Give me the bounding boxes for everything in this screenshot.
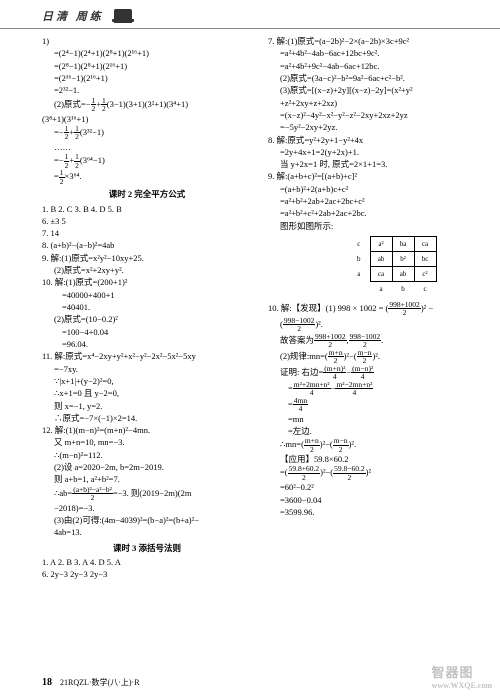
text: ∵|x+1|+(y−2)²=0, xyxy=(42,375,252,387)
text: (2)设 a=2020−2m, b=2m−2019. xyxy=(42,461,252,473)
text: =2³²−1. xyxy=(42,84,252,96)
text: 7. 14 xyxy=(42,227,252,239)
graduation-cap-icon xyxy=(114,9,132,23)
text: =a²+4b²−4ab−6ac+12bc+9c². xyxy=(268,47,478,59)
text: 故答案为998+10022,998−10022. xyxy=(268,333,478,349)
content-columns: 1) =(2⁴−1)(2⁴+1)(2⁸+1)(2¹⁶+1) =(2⁸−1)(2⁸… xyxy=(0,29,500,581)
text: =(2¹⁶−1)(2¹⁶+1) xyxy=(42,72,252,84)
text: (3)由(2)可得:(4m−4039)²=(b−a)²=(b+a)²− xyxy=(42,514,252,526)
text: =4mn4 xyxy=(268,397,478,413)
text: ∴x+1=0 且 y−2=0, xyxy=(42,387,252,399)
text: =3599.96. xyxy=(268,506,478,518)
left-column: 1) =(2⁴−1)(2⁴+1)(2⁸+1)(2¹⁶+1) =(2⁸−1)(2⁸… xyxy=(42,35,260,581)
text: =mn xyxy=(268,413,478,425)
text: 4ab=13. xyxy=(42,526,252,538)
page-number: 18 xyxy=(42,677,52,688)
text: 则 x=−1, y=2. xyxy=(42,400,252,412)
text: (2)原式=(10−0.2)² xyxy=(42,313,252,325)
text: 9. 解:(1)原式=x²y²−10xy+25. xyxy=(42,252,252,264)
text: 10. 解:(1)原式=(200+1)² xyxy=(42,276,252,288)
text: =−5y²−2xy+2yz. xyxy=(268,121,478,133)
text: =−7xy. xyxy=(42,363,252,375)
text: 8. 解:原式=y²+2y+1−y²+4x xyxy=(268,134,478,146)
text: 【应用】59.8×60.2 xyxy=(268,453,478,465)
text: …… xyxy=(42,141,252,153)
text: =(x−z)²−4y²−x²−y²−z²−2xy+2xz+2yz xyxy=(268,109,478,121)
text: =−12+12(3³²−1) xyxy=(42,125,252,141)
text: ∴(m−n)²=112. xyxy=(42,449,252,461)
right-column: 7. 解:(1)原式=(a−2b)²−2×(a−2b)×3c+9c² =a²+4… xyxy=(260,35,478,581)
text: =40401. xyxy=(42,301,252,313)
text: ∴原式=−7×(−1)×2=14. xyxy=(42,412,252,424)
text: 8. (a+b)²−(a−b)²=4ab xyxy=(42,239,252,251)
watermark-sub: www.WXQE.com xyxy=(432,681,492,690)
text: =100−4+0.04 xyxy=(42,326,252,338)
text: =(2⁸−1)(2⁸+1)(2¹⁶+1) xyxy=(42,60,252,72)
text: 10. 解:【发现】(1) 998 × 1002 = (998+10022)² … xyxy=(268,301,478,317)
watermark-main: 智器图 xyxy=(432,665,474,680)
text: =40000+400+1 xyxy=(42,289,252,301)
text: 1) xyxy=(42,35,252,47)
text: =2y+4x+1=2(y+2x)+1. xyxy=(268,146,478,158)
text: =左边. xyxy=(268,425,478,437)
page-header: 日清 周练 xyxy=(0,0,500,29)
text: =−12+12(3⁶⁴−1) xyxy=(42,153,252,169)
text: 证明: 右边=(m+n)²4−(m−n)²4 xyxy=(268,365,478,381)
text: (998−10022)². xyxy=(268,317,478,333)
header-title: 日清 周练 xyxy=(42,8,104,24)
text: +z²+2xy+z+2xz) xyxy=(268,97,478,109)
text: (2)原式=(3a−c)²−b²=9a²−6ac+c²−b². xyxy=(268,72,478,84)
text: =a²+b²+2ab+2ac+2bc+c² xyxy=(268,195,478,207)
watermark: 智器图 www.WXQE.com xyxy=(432,662,492,690)
text: =12×3⁶⁴. xyxy=(42,169,252,185)
text: ∴ab=(a+b)²−a²−b²2=−3. 则(2019−2m)(2m xyxy=(42,486,252,502)
text: 1. A 2. B 3. A 4. D 5. A xyxy=(42,556,252,568)
text: −2018)=−3. xyxy=(42,502,252,514)
text: =a²+4b²+9c²−4ab−6ac+12bc. xyxy=(268,60,478,72)
footer-code: 21RQZL·数学(八·上)·R xyxy=(60,678,140,687)
text: 图形如图所示: xyxy=(268,220,478,232)
text: 当 y+2x=1 时, 原式=2×1+1=3. xyxy=(268,158,478,170)
text: 则 a+b=1, a²+b²=7. xyxy=(42,473,252,485)
text: =3600−0.04 xyxy=(268,494,478,506)
text: =(a+b)²+2(a+b)c+c² xyxy=(268,183,478,195)
section-title-2: 课时 2 完全平方公式 xyxy=(42,188,252,200)
page-footer: 18 21RQZL·数学(八·上)·R xyxy=(42,677,140,688)
text: =a²+b²+c²+2ab+2ac+2bc. xyxy=(268,207,478,219)
text: (3⁸+1)(3¹⁶+1) xyxy=(42,113,252,125)
text: 6. ±3 5 xyxy=(42,215,252,227)
text: (2)原式=x²+2xy+y². xyxy=(42,264,252,276)
text: 9. 解:(a+b+c)²=[(a+b)+c]² xyxy=(268,170,478,182)
text: =60²−0.2² xyxy=(268,481,478,493)
square-expansion-table: ca²baca babb²bc acaabc² abc xyxy=(348,236,437,297)
section-title-3: 课时 3 添括号法则 xyxy=(42,542,252,554)
text: (3)原式=[(x−z)+2y][(x−z)−2y]=(x²+y² xyxy=(268,84,478,96)
text: 又 m+n=10, mn=−3. xyxy=(42,436,252,448)
text: ∴mn=(m+n2)²−(m−n2)². xyxy=(268,437,478,453)
text: =(59.8+60.22)²−(59.8−60.22)² xyxy=(268,465,478,481)
text: 12. 解:(1)(m−n)²=(m+n)²−4mn. xyxy=(42,424,252,436)
text: (2)规律:mn=(m+n2)²−(m−n2)². xyxy=(268,349,478,365)
text: 7. 解:(1)原式=(a−2b)²−2×(a−2b)×3c+9c² xyxy=(268,35,478,47)
text: =96.04. xyxy=(42,338,252,350)
text: (2)原式=−12+12(3−1)(3+1)(3²+1)(3⁴+1) xyxy=(42,97,252,113)
text: =m²+2mn+n²4−m²−2mn+n²4 xyxy=(268,381,478,397)
text: 11. 解:原式=x⁴−2xy+y²+x²−y²−2x²−5x²−5xy xyxy=(42,350,252,362)
text: 1. B 2. C 3. B 4. D 5. B xyxy=(42,203,252,215)
text: 6. 2y−3 2y−3 2y−3 xyxy=(42,568,252,580)
text: =(2⁴−1)(2⁴+1)(2⁸+1)(2¹⁶+1) xyxy=(42,47,252,59)
